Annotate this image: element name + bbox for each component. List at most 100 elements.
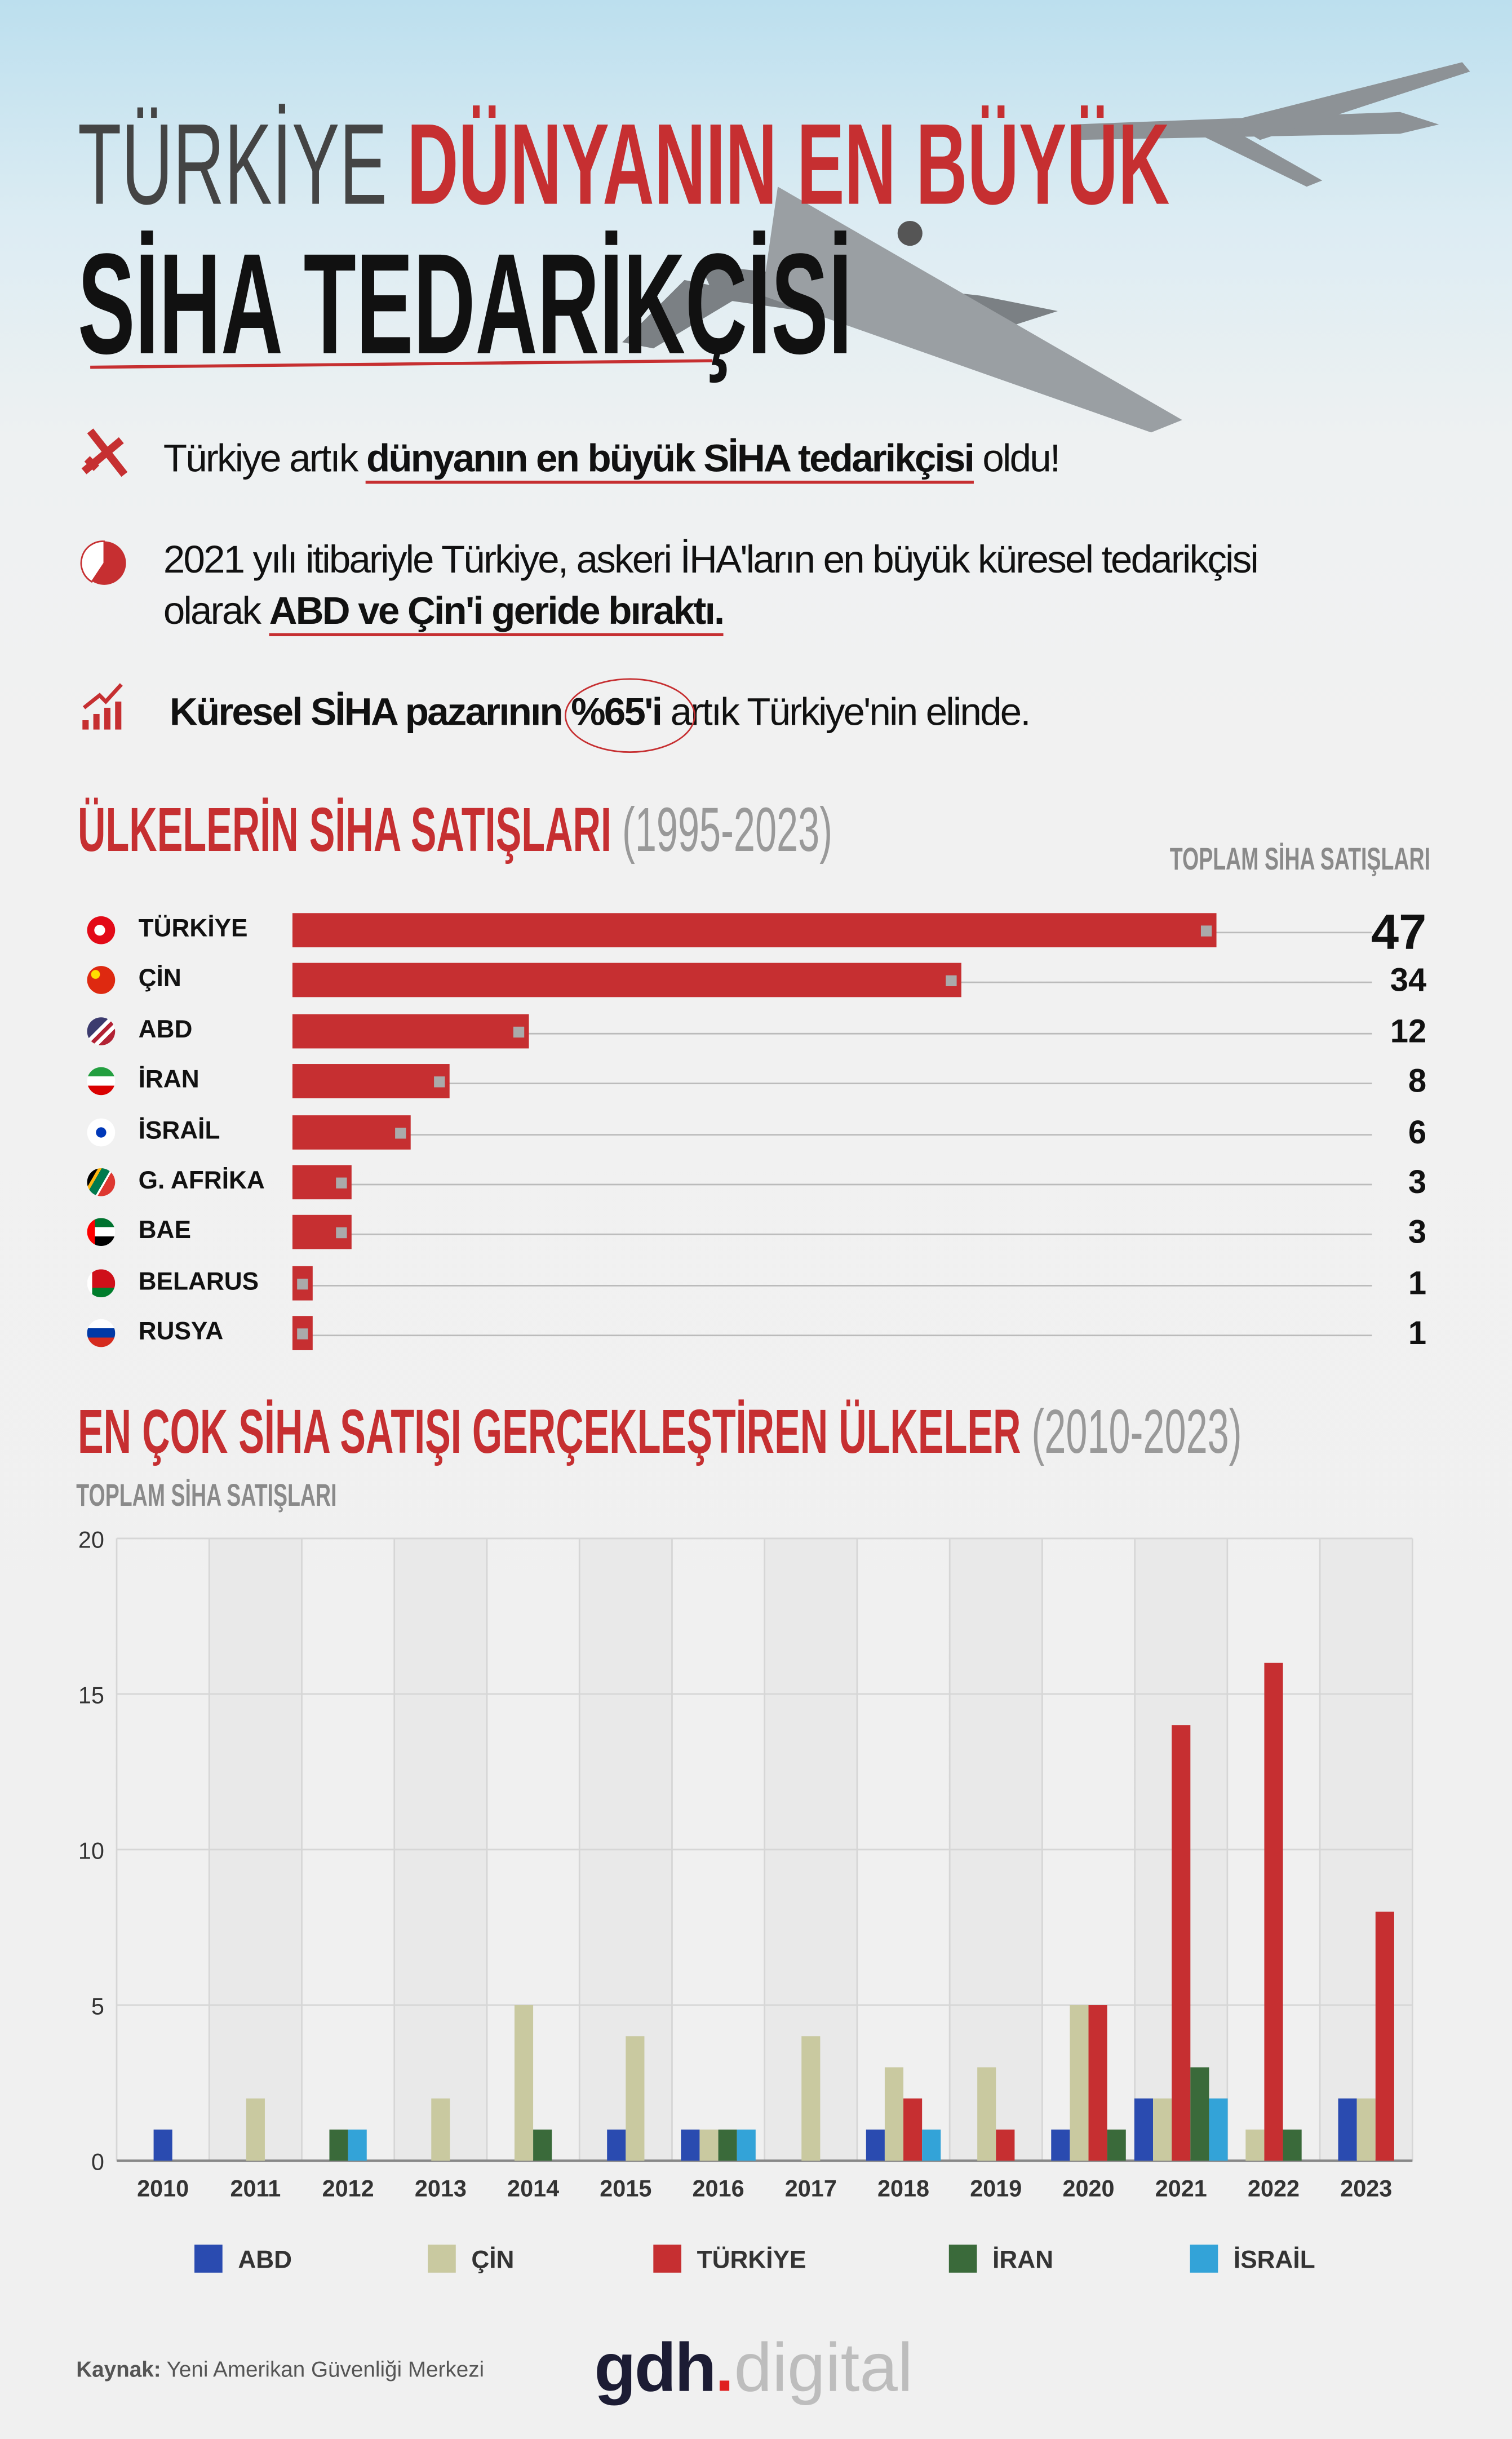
bar-i̇ran-2014 <box>533 2129 552 2161</box>
country-row: TÜRKİYE 47 <box>81 904 1434 960</box>
country-name: İRAN <box>138 1067 199 1094</box>
flag-icon <box>87 1017 116 1045</box>
flag-icon <box>87 1117 116 1146</box>
country-row: G. AFRİKA 3 <box>81 1164 1434 1204</box>
total-sales-label: TOPLAM SİHA SATIŞLARI <box>1170 843 1512 879</box>
bar-end-marker <box>945 975 956 987</box>
bar-end-marker <box>335 1227 347 1239</box>
country-name: TÜRKİYE <box>138 916 248 943</box>
legend-swatch <box>194 2245 223 2273</box>
country-value: 3 <box>1408 1165 1427 1201</box>
bar-abd-2015 <box>607 2129 626 2161</box>
bar-i̇srai̇l-2021 <box>1209 2098 1228 2161</box>
bullet-highlight: dünyanın en büyük SİHA tedarikçisi <box>366 437 975 484</box>
legend-item: ÇİN <box>428 2245 514 2276</box>
x-tick-label: 2016 <box>693 2176 744 2202</box>
y-axis-label-text: TOPLAM SİHA SATIŞLARI <box>76 1479 337 1514</box>
country-bar <box>292 1014 529 1048</box>
country-value: 6 <box>1408 1115 1427 1151</box>
legend-label: ABD <box>238 2247 292 2274</box>
country-value: 3 <box>1408 1215 1427 1252</box>
title-gray: TÜRKİYE <box>78 99 387 229</box>
leader-line <box>292 1334 1372 1337</box>
legend-swatch <box>1190 2245 1218 2273</box>
flag-icon <box>87 1269 116 1297</box>
x-tick-label: 2020 <box>1062 2176 1114 2202</box>
flag-icon <box>87 1218 116 1247</box>
legend-label: TÜRKİYE <box>697 2247 806 2274</box>
bar-abd-2010 <box>153 2129 172 2161</box>
x-tick-label: 2012 <box>322 2176 374 2202</box>
bullet-highlight: ABD ve Çin'i geride bıraktı. <box>269 589 725 636</box>
country-value: 34 <box>1390 963 1427 1000</box>
y-axis-label: TOPLAM SİHA SATIŞLARI <box>76 1479 459 1515</box>
country-row: ÇİN 34 <box>81 962 1434 1003</box>
bar-çi̇n-2016 <box>699 2129 719 2161</box>
source-label: Kaynak: <box>76 2356 161 2382</box>
legend-item: İSRAİL <box>1190 2245 1315 2276</box>
circled-percent: %65'i <box>565 678 696 753</box>
total-sales-label-text: TOPLAM SİHA SATIŞLARI <box>1169 843 1431 877</box>
bar-çi̇n-2020 <box>1070 2005 1089 2161</box>
legend-swatch <box>948 2245 977 2273</box>
y-tick-label: 20 <box>78 1527 104 1553</box>
bar-end-marker <box>335 1177 347 1189</box>
bullet-text: 2021 yılı itibariyle Türkiye, askeri İHA… <box>163 538 1259 582</box>
bullet-2: 2021 yılı itibariyle Türkiye, askeri İHA… <box>163 535 1259 638</box>
bar-i̇srai̇l-2018 <box>922 2129 941 2161</box>
country-name: ÇİN <box>138 966 181 994</box>
legend-label: İSRAİL <box>1233 2247 1315 2274</box>
bar-türki̇ye-2022 <box>1264 1662 1283 2161</box>
bullet-3: Küresel SİHA pazarının %65'i artık Türki… <box>170 678 1031 753</box>
bar-end-marker <box>296 1278 308 1289</box>
drone-icon <box>1073 62 1470 187</box>
leader-line <box>292 1083 1372 1085</box>
country-bar <box>292 913 1217 948</box>
bar-çi̇n-2011 <box>246 2098 265 2161</box>
bar-türki̇ye-2023 <box>1375 1912 1394 2161</box>
bar-end-marker <box>1200 925 1212 937</box>
country-name: İSRAİL <box>138 1117 220 1145</box>
gdh-digital-logo: gdh.digital <box>594 2330 913 2407</box>
x-tick-label: 2023 <box>1340 2176 1392 2202</box>
country-name: BELARUS <box>138 1269 259 1296</box>
bar-türki̇ye-2018 <box>903 2098 923 2161</box>
country-row: BAE 3 <box>81 1214 1434 1254</box>
bar-çi̇n-2021 <box>1153 2098 1172 2161</box>
country-row: ABD 12 <box>81 1012 1434 1053</box>
legend-swatch <box>428 2245 456 2273</box>
bar-çi̇n-2022 <box>1245 2129 1265 2161</box>
y-tick-label: 0 <box>91 2149 104 2175</box>
section1-years: (1995-2023) <box>622 796 833 865</box>
country-value: 1 <box>1408 1316 1427 1352</box>
bar-abd-2018 <box>866 2129 885 2161</box>
country-name: ABD <box>138 1017 193 1044</box>
flag-icon <box>87 916 116 944</box>
x-tick-label: 2013 <box>415 2176 467 2202</box>
country-value: 12 <box>1390 1014 1427 1050</box>
flag-icon <box>87 1319 116 1347</box>
legend-label: İRAN <box>992 2247 1054 2274</box>
bullet-text: artık Türkiye'nin elinde. <box>661 690 1031 734</box>
country-bar <box>292 1115 411 1149</box>
x-tick-label: 2022 <box>1248 2176 1300 2202</box>
title-black: SİHA TEDARİKÇİSİ <box>78 225 853 384</box>
x-tick-label: 2010 <box>137 2176 189 2202</box>
y-tick-label: 15 <box>78 1683 104 1709</box>
x-tick-label: 2014 <box>507 2176 559 2202</box>
hand-drawn-circle <box>565 678 696 753</box>
legend-swatch <box>653 2245 682 2273</box>
leader-line <box>292 1133 1372 1135</box>
bar-türki̇ye-2020 <box>1088 2005 1107 2161</box>
bar-i̇ran-2021 <box>1190 2067 1209 2161</box>
country-name: BAE <box>138 1218 191 1245</box>
bar-abd-2021 <box>1134 2098 1154 2161</box>
section2-title-text: EN ÇOK SİHA SATIŞI GERÇEKLEŞTİREN ÜLKELE… <box>78 1398 1021 1467</box>
bar-çi̇n-2014 <box>514 2005 534 2161</box>
x-tick-label: 2011 <box>230 2176 281 2202</box>
section2-years: (2010-2023) <box>1031 1398 1242 1467</box>
section1-title: ÜLKELERİN SİHA SATIŞLARI (1995-2023) <box>78 796 1295 864</box>
country-name: G. AFRİKA <box>138 1168 265 1195</box>
bar-çi̇n-2013 <box>431 2098 450 2161</box>
x-tick-label: 2019 <box>970 2176 1022 2202</box>
